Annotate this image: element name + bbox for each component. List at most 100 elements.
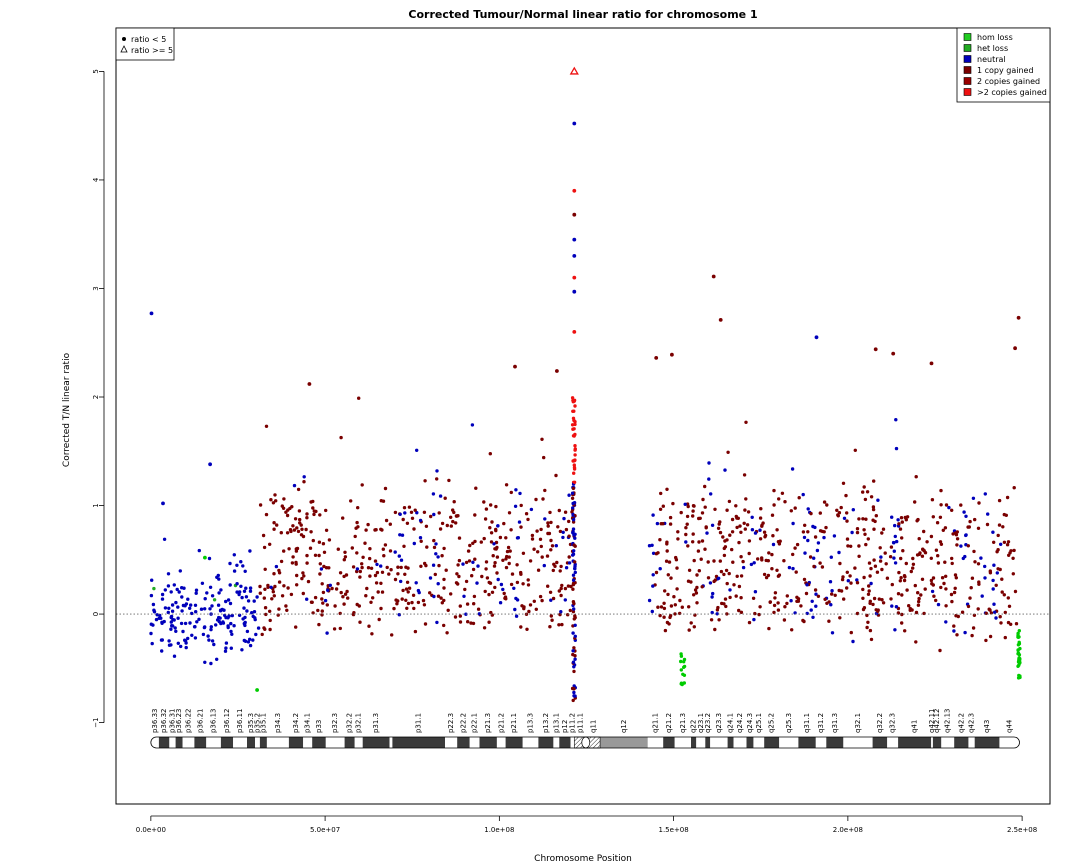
cytoband-label-p31.3: p31.3 <box>372 713 380 733</box>
data-point-1130 <box>727 499 732 504</box>
cytoband-p35.1 <box>259 737 267 748</box>
data-point-252 <box>311 538 315 543</box>
data-point-1214 <box>685 514 690 519</box>
data-point-200 <box>327 538 332 542</box>
data-point-529 <box>493 561 497 565</box>
data-point-93 <box>210 594 215 598</box>
data-point-341 <box>550 618 554 622</box>
data-point-1528 <box>571 486 576 491</box>
data-point-696 <box>263 567 267 571</box>
cytoband-label-p34.3: p34.3 <box>274 713 282 733</box>
data-point-959 <box>739 574 744 578</box>
data-point-580 <box>262 626 266 630</box>
data-point-771 <box>1003 610 1007 615</box>
data-point-632 <box>364 528 368 532</box>
legend-copy-number-box <box>956 27 1051 103</box>
data-point-531 <box>349 499 353 503</box>
cytoband-q42.3 <box>968 737 975 748</box>
data-point-1268 <box>1004 513 1008 517</box>
data-point-464 <box>549 520 553 525</box>
data-point-1535 <box>571 660 576 664</box>
data-point-433 <box>541 497 545 501</box>
data-point-888 <box>822 500 827 504</box>
data-point-619 <box>545 554 550 558</box>
data-point-813 <box>869 637 874 642</box>
data-point-130 <box>203 660 207 664</box>
data-point-735 <box>464 560 469 565</box>
data-point-659 <box>388 522 392 526</box>
cytoband-p32.3 <box>325 737 345 748</box>
data-point-540 <box>487 592 491 597</box>
data-point-990 <box>848 574 852 578</box>
cytoband-label-q25.1: q25.1 <box>755 713 763 733</box>
data-point-688 <box>270 597 274 601</box>
data-point-1163 <box>833 593 837 597</box>
data-point-977 <box>703 505 707 509</box>
cytoband-label-q42.2: q42.2 <box>957 713 965 733</box>
data-point-1555 <box>1017 629 1021 633</box>
cytoband-q21.1 <box>647 737 664 748</box>
data-point-434 <box>548 590 553 594</box>
data-point-375 <box>470 574 474 578</box>
data-point-1109 <box>890 604 894 608</box>
data-point-1193 <box>985 522 990 527</box>
data-point-91 <box>244 595 249 599</box>
data-point-533 <box>263 587 267 591</box>
cytoband-p21.2 <box>496 737 506 748</box>
data-point-1390 <box>904 518 908 522</box>
data-point-571 <box>324 528 329 532</box>
outlier-point-15 <box>555 369 559 373</box>
data-point-1077 <box>822 535 826 540</box>
data-point-453 <box>442 623 446 628</box>
data-point-198 <box>397 613 401 617</box>
data-point-15 <box>154 617 159 622</box>
data-point-418 <box>380 590 385 594</box>
data-point-820 <box>742 473 747 477</box>
data-point-451 <box>281 506 286 510</box>
data-point-1349 <box>899 556 903 561</box>
data-point-717 <box>385 565 389 570</box>
data-point-805 <box>793 546 797 550</box>
data-point-999 <box>803 523 807 527</box>
cytoband-p36.33 <box>150 737 159 748</box>
data-point-357 <box>282 497 286 501</box>
data-point-265 <box>364 594 368 598</box>
data-point-968 <box>695 585 699 590</box>
data-point-416 <box>546 524 550 528</box>
data-point-331 <box>309 530 313 534</box>
data-point-501 <box>489 540 494 544</box>
outlier-point-24 <box>255 688 259 692</box>
data-point-112 <box>194 588 199 592</box>
data-point-452 <box>449 524 453 528</box>
data-point-158 <box>253 617 257 622</box>
data-point-745 <box>279 559 284 564</box>
data-point-443 <box>266 583 270 588</box>
data-point-274 <box>392 606 396 611</box>
data-point-484 <box>471 567 476 572</box>
data-point-21 <box>245 629 250 634</box>
data-point-1277 <box>862 575 866 580</box>
data-point-631 <box>262 596 266 600</box>
data-point-370 <box>292 483 297 488</box>
data-point-444 <box>262 545 267 550</box>
data-point-926 <box>934 598 938 603</box>
cytoband-label-p34.2: p34.2 <box>292 713 300 733</box>
data-point-739 <box>326 588 330 592</box>
data-point-435 <box>453 615 458 619</box>
data-point-1394 <box>816 541 821 545</box>
data-point-710 <box>309 600 314 604</box>
data-point-639 <box>317 553 321 558</box>
data-point-544 <box>428 576 433 580</box>
data-point-930 <box>898 527 903 531</box>
data-point-119 <box>179 621 184 626</box>
data-point-1011 <box>970 576 975 580</box>
data-point-1079 <box>998 567 1002 572</box>
data-point-909 <box>741 565 746 570</box>
cytoband-label-p36.21: p36.21 <box>196 709 204 733</box>
cytoband-q41 <box>898 737 932 748</box>
data-point-99 <box>170 609 175 613</box>
data-point-1041 <box>675 587 679 591</box>
data-point-1033 <box>814 604 818 608</box>
cytoband-q42.12 <box>932 737 942 748</box>
data-point-466 <box>519 503 523 508</box>
